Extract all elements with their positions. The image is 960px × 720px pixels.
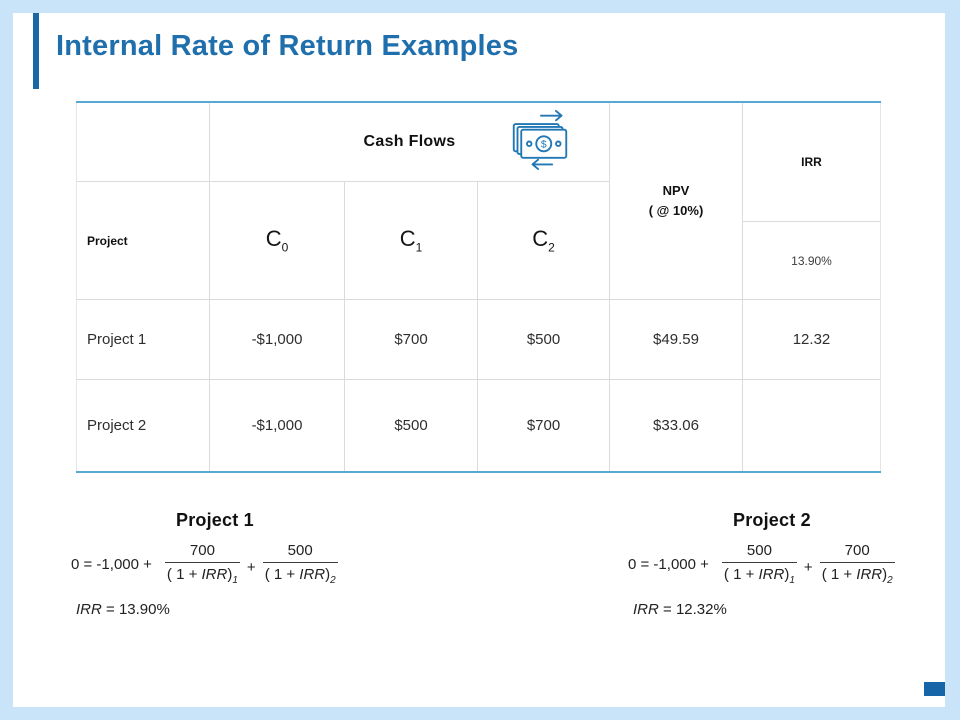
- den-var: IRR: [299, 566, 326, 583]
- project1-c1-cell: $700: [345, 300, 478, 380]
- page-title: Internal Rate of Return Examples: [56, 30, 519, 62]
- irr-variable: IRR: [76, 601, 102, 618]
- c0-subscript: 0: [281, 240, 289, 255]
- c1-subscript: 1: [415, 240, 423, 255]
- equation-lhs: 0 = -1,000 +: [628, 555, 709, 573]
- c2-subscript: 2: [548, 240, 555, 255]
- fraction-numerator: 500: [262, 542, 338, 563]
- project1-c0-cell: -$1,000: [210, 300, 345, 380]
- cash-flow-money-icon: $: [509, 110, 571, 174]
- project1-c2-cell: $500: [478, 300, 610, 380]
- den-close: ): [784, 566, 790, 583]
- project2-name-cell: Project 2: [76, 380, 210, 471]
- project2-c0-cell: -$1,000: [210, 380, 345, 471]
- den-close: ): [227, 566, 233, 583]
- irr-value-text: = 13.90%: [101, 601, 170, 618]
- c2-header-cell: C2: [478, 182, 610, 300]
- fraction-term-1: 700 ( 1 + IRR)1: [164, 542, 240, 586]
- project1-irr-result: IRR = 13.90%: [76, 601, 338, 618]
- npv-label-line1: NPV: [662, 182, 690, 198]
- fraction-term-2: 700 ( 1 + IRR)2: [819, 542, 895, 586]
- irr-header-cell: IRR 13.90%: [743, 103, 881, 300]
- corner-empty-cell: [76, 103, 210, 182]
- den-subscript: 2: [887, 575, 893, 586]
- project1-name-cell: Project 1: [76, 300, 210, 380]
- fraction-denominator: ( 1 + IRR)2: [263, 563, 338, 586]
- title-accent-bar: [33, 13, 39, 89]
- c1-header-label: C1: [400, 226, 423, 254]
- project2-irr-result: IRR = 12.32%: [633, 601, 895, 618]
- den-open: ( 1 +: [821, 566, 857, 583]
- fraction-numerator: 700: [819, 542, 895, 563]
- c1-header-cell: C1: [345, 182, 478, 300]
- den-var: IRR: [856, 566, 883, 583]
- den-open: ( 1 +: [166, 566, 202, 583]
- irr-variable: IRR: [633, 601, 659, 618]
- den-subscript: 2: [330, 575, 336, 586]
- den-var: IRR: [201, 566, 228, 583]
- fraction-term-1: 500 ( 1 + IRR)1: [721, 542, 797, 586]
- plus-sign: +: [803, 558, 813, 576]
- npv-header-cell: NPV ( @ 10%): [610, 103, 743, 300]
- project2-c1-cell: $500: [345, 380, 478, 471]
- project1-npv-cell: $49.59: [610, 300, 743, 380]
- fraction-denominator: ( 1 + IRR)1: [722, 563, 797, 586]
- project1-irr-cell: 12.32: [743, 300, 881, 380]
- slide-page: Internal Rate of Return Examples Cash Fl…: [13, 13, 945, 707]
- c2-header-label: C2: [532, 226, 555, 254]
- project2-c2-cell: $700: [478, 380, 610, 471]
- project1-formula-block: Project 1 0 = -1,000 + 700 ( 1 + IRR)1 +…: [71, 510, 338, 618]
- project2-formula-block: Project 2 0 = -1,000 + 500 ( 1 + IRR)1 +…: [628, 510, 895, 618]
- project2-npv-cell: $33.06: [610, 380, 743, 471]
- project-header-label: Project: [87, 233, 128, 248]
- fraction-denominator: ( 1 + IRR)1: [165, 563, 240, 586]
- cash-flows-label: Cash Flows: [363, 133, 456, 150]
- fraction-denominator: ( 1 + IRR)2: [820, 563, 895, 586]
- den-subscript: 1: [232, 575, 238, 586]
- corner-decoration-rect: [924, 682, 945, 696]
- project1-equation: 0 = -1,000 + 700 ( 1 + IRR)1 + 500 ( 1 +…: [71, 542, 338, 586]
- den-subscript: 1: [789, 575, 795, 586]
- c1-base: C: [399, 226, 416, 252]
- project2-formula-heading: Project 2: [733, 510, 811, 530]
- plus-sign: +: [246, 558, 256, 576]
- c0-header-label: C0: [266, 226, 289, 254]
- irr-comparison-table: Cash Flows $ NPV: [76, 101, 881, 473]
- irr-value-text: = 12.32%: [658, 601, 727, 618]
- c2-base: C: [532, 226, 549, 252]
- npv-label-line2: ( @ 10%): [648, 203, 704, 218]
- npv-header-label: NPV ( @ 10%): [649, 181, 704, 221]
- project2-irr-cell: [743, 380, 881, 471]
- fraction-numerator: 500: [721, 542, 797, 563]
- den-open: ( 1 +: [264, 566, 300, 583]
- cash-flows-header-cell: Cash Flows $: [210, 103, 610, 182]
- equation-lhs: 0 = -1,000 +: [71, 555, 152, 573]
- den-close: ): [882, 566, 888, 583]
- den-open: ( 1 +: [723, 566, 759, 583]
- project-header-cell: Project: [76, 182, 210, 300]
- fraction-numerator: 700: [164, 542, 240, 563]
- fraction-term-2: 500 ( 1 + IRR)2: [262, 542, 338, 586]
- project2-equation: 0 = -1,000 + 500 ( 1 + IRR)1 + 700 ( 1 +…: [628, 542, 895, 586]
- den-var: IRR: [758, 566, 785, 583]
- den-close: ): [325, 566, 331, 583]
- irr-header-value: 13.90%: [791, 253, 832, 268]
- irr-header-label: IRR: [743, 103, 880, 222]
- c0-header-cell: C0: [210, 182, 345, 300]
- c0-base: C: [265, 226, 282, 252]
- svg-text:$: $: [541, 140, 547, 151]
- project1-formula-heading: Project 1: [176, 510, 254, 530]
